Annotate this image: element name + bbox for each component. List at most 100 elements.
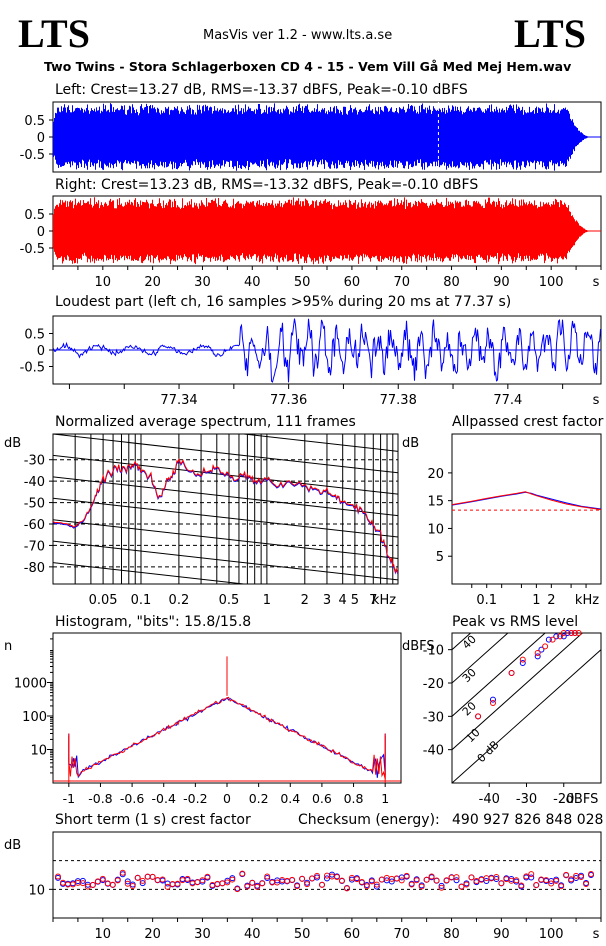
peak-vs-rms-ytick-label: -40 (423, 744, 444, 759)
short-term-crest-left-point (453, 877, 460, 884)
allpassed-crest-ylabel: dB (402, 436, 419, 451)
spectrum-slope-line (53, 434, 398, 474)
spectrum-slope-line (53, 348, 398, 387)
short-term-crest-right-point (99, 875, 106, 882)
short-term-crest-right-point (588, 870, 595, 877)
spectrum-slope-line (53, 5, 398, 44)
allpassed-crest-title: Allpassed crest factor (452, 414, 604, 430)
peak-vs-rms-right-point (568, 630, 575, 636)
short-term-crest-left-point (124, 878, 131, 885)
peak-vs-rms-diagonal (452, 648, 601, 783)
right_waveform-xtick-label: 60 (344, 275, 361, 290)
spectrum-slope-line (53, 605, 398, 644)
short-term-crest-right-point (119, 869, 126, 876)
short-term-crest-xtick-label: 30 (194, 927, 211, 942)
logo-right: LTS (514, 11, 586, 56)
short-term-crest-right-point (428, 873, 435, 880)
short-term-crest-right-point (164, 883, 171, 890)
short-term-crest-right-point (249, 879, 256, 886)
short-term-crest-right-point (159, 876, 166, 883)
histogram-title: Histogram, "bits": 15.8/15.8 (55, 614, 252, 630)
short-term-crest-ytick-label: 10 (28, 883, 45, 898)
short-term-crest-right-point (309, 875, 316, 882)
spectrum-xtick-label: 2 (301, 593, 309, 608)
spectrum-slope-line (53, 540, 398, 581)
peak-vs-rms-diag-label: 10 (464, 726, 483, 745)
short-term-crest-right-point (363, 883, 370, 890)
right_waveform-ytick-label: 0 (37, 225, 45, 240)
spectrum-xtick-label: 0.1 (131, 593, 152, 608)
spectrum-slope-line (53, 519, 398, 559)
peak-vs-rms-left-point (519, 660, 526, 666)
short-term-crest-left-point (139, 880, 146, 887)
allpassed-crest-xtick-label: 1 (532, 593, 540, 608)
spectrum-xtick-label: 7 (369, 593, 377, 608)
allpassed-crest-xunit: kHz (575, 593, 599, 608)
spectrum-xtick-label: 1 (263, 593, 271, 608)
spectrum-xtick-label: 0.5 (219, 593, 240, 608)
peak-vs-rms-xtick-label: -20 (553, 792, 574, 807)
histogram-xtick-label: 0.8 (344, 791, 364, 806)
histogram-xtick-label: -0.4 (152, 791, 176, 806)
spectrum-xtick-label: 4 (339, 593, 347, 608)
spectrum-slope-line (53, 497, 398, 538)
short-term-crest-right-point (418, 883, 425, 890)
short-term-crest-right-point (79, 880, 86, 887)
loudest-part-xtick-label: 77.36 (270, 393, 307, 408)
left_waveform-ytick-label: 0 (37, 131, 45, 146)
right_waveform-xtick-label: 30 (194, 275, 211, 290)
histogram-ytick-label: 1000 (14, 676, 47, 691)
short-term-crest-left-point (493, 875, 500, 882)
right_waveform-xtick-label: 50 (294, 275, 311, 290)
right_waveform-xtick-label: 20 (144, 275, 161, 290)
short-term-crest-right-point (239, 870, 246, 877)
histogram-xtick-label: -0.2 (183, 791, 207, 806)
short-term-crest-right-point (129, 882, 136, 889)
short-term-crest-right-point (578, 873, 585, 880)
spectrum-slope-line (53, 670, 398, 709)
peak-vs-rms-right-point (489, 700, 496, 706)
allpassed-crest-ytick-label: 15 (427, 495, 444, 510)
spectrum-ytick-label: -70 (24, 539, 45, 554)
peak-vs-rms-right-point (534, 650, 541, 656)
spectrum-frame (52, 433, 399, 585)
allpassed-crest-ytick-label: 10 (427, 522, 444, 537)
peak-vs-rms-right-point (508, 670, 515, 676)
short-term-crest-right-point (154, 876, 161, 883)
short-term-crest-right-point (234, 886, 241, 893)
short-term-crest-right-point (403, 872, 410, 879)
short-term-crest-right-point (353, 876, 360, 883)
peak-vs-rms-diag-label: 40 (460, 633, 479, 652)
short-term-crest-right-point (134, 874, 141, 881)
peak-vs-rms-left-point (538, 646, 545, 653)
loudest-part-xtick-label: 77.38 (380, 393, 417, 408)
spectrum-slope-line (53, 691, 398, 730)
short-term-crest-right-point (458, 883, 465, 890)
peak-vs-rms-right-point (549, 636, 556, 643)
short-term-crest-right-point (194, 879, 201, 886)
peak-vs-rms-xunit: dBFS (566, 792, 599, 807)
peak-vs-rms-diagonal (452, 633, 546, 718)
short-term-crest-right-point (333, 874, 340, 881)
short-term-crest-xunit: s (593, 927, 600, 942)
app-version: MasVis ver 1.2 - www.lts.a.se (203, 28, 393, 43)
loudest-part-ytick-label: 0 (37, 344, 45, 359)
histogram-xtick-label: 1 (381, 791, 389, 806)
right-waveform-title: Right: Crest=13.23 dB, RMS=-13.32 dBFS, … (55, 177, 479, 193)
peak-vs-rms-left-point (534, 653, 541, 660)
short-term-crest-right-point (408, 881, 415, 888)
histogram-xtick-label: 0.4 (280, 791, 300, 806)
loudest-part-xtick-label: 77.4 (493, 393, 522, 408)
short-term-crest-xtick-label: 50 (294, 927, 311, 942)
histogram-ytick-label: 100 (22, 710, 47, 725)
right_waveform-xtick-label: 80 (443, 275, 460, 290)
right_waveform-ytick-label: -0.5 (20, 242, 45, 257)
histogram-xtick-label: 0 (223, 791, 231, 806)
loudest-part-ytick-label: 0.5 (24, 328, 45, 343)
short-term-crest-right-point (433, 877, 440, 884)
short-term-crest-right-point (314, 872, 321, 879)
right_waveform-xtick-label: 10 (95, 275, 112, 290)
short-term-crest-right-point (443, 877, 450, 884)
spectrum-ytick-label: -40 (24, 475, 45, 490)
short-term-crest-xtick-label: 90 (493, 927, 510, 942)
